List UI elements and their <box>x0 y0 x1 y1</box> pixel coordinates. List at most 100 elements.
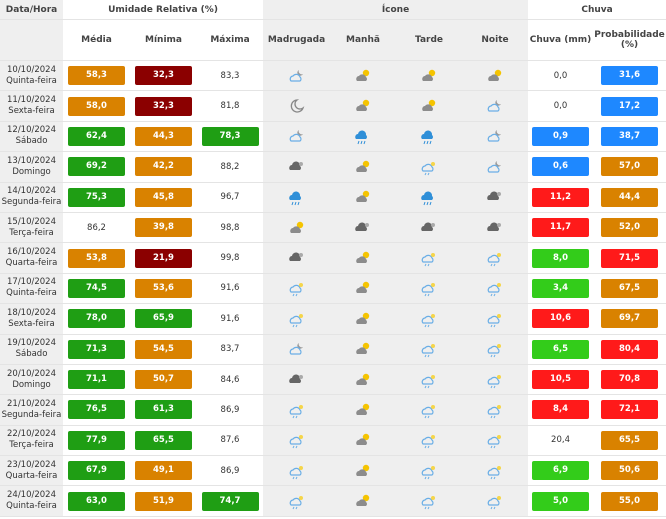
weather-icon <box>487 100 501 112</box>
value: 69,7 <box>601 309 659 329</box>
value-cell: 88,2 <box>197 151 263 183</box>
weather-icon <box>421 191 433 206</box>
date: 16/10/2024 <box>7 247 56 258</box>
value: 0,6 <box>532 157 590 177</box>
weather-icon <box>422 69 436 81</box>
value: 39,8 <box>135 218 192 238</box>
forecast-row: 18/10/2024 Sexta-feira 78,0 65,9 91,6 10,6 69,… <box>0 303 666 335</box>
icon-cell <box>263 455 330 487</box>
value: 99,8 <box>220 253 240 264</box>
value: 86,2 <box>87 222 106 233</box>
date: 13/10/2024 <box>7 155 56 166</box>
weather-icon <box>289 343 303 355</box>
weather-icon <box>289 404 303 419</box>
weather-icon <box>289 465 303 479</box>
value-cell: 81,8 <box>197 90 263 122</box>
weather-icon <box>421 253 435 267</box>
weather-icon <box>487 435 501 449</box>
icon-cell <box>263 60 330 92</box>
weather-icon <box>288 374 303 383</box>
icon-cell <box>330 212 396 244</box>
value: 83,7 <box>220 344 240 355</box>
weekday: Segunda-feira <box>1 197 62 208</box>
value: 74,5 <box>68 278 125 298</box>
icon-cell <box>462 60 529 92</box>
weather-icon <box>487 253 501 267</box>
icon-cell <box>263 212 330 244</box>
value-cell: 86,2 <box>63 212 130 244</box>
icon-cell <box>263 90 330 122</box>
value-cell: 0,6 <box>528 151 594 183</box>
weekday: Quinta-feira <box>6 75 57 86</box>
date-cell: 24/10/2024 Quinta-feira <box>0 485 63 517</box>
value-cell: 65,9 <box>130 303 197 335</box>
weather-icon <box>487 465 501 479</box>
icon-cell <box>396 182 462 213</box>
value: 71,3 <box>68 339 125 359</box>
weather-icon <box>288 191 301 206</box>
icon-cell <box>263 485 330 517</box>
weather-icon <box>421 465 435 479</box>
weather-icon <box>289 313 303 328</box>
column-header: Média <box>63 19 130 61</box>
value: 51,9 <box>135 491 192 511</box>
value: 87,6 <box>220 435 240 446</box>
value-cell: 87,6 <box>197 425 263 457</box>
weather-icon <box>487 130 501 143</box>
value: 57,0 <box>601 157 659 177</box>
weather-icon <box>422 99 436 112</box>
value: 86,9 <box>220 465 240 476</box>
value: 78,3 <box>201 126 259 146</box>
icon-cell <box>263 364 330 396</box>
value-cell: 96,7 <box>197 182 263 213</box>
value: 5,0 <box>532 491 590 511</box>
value-cell: 98,8 <box>197 212 263 244</box>
value: 44,4 <box>601 187 659 207</box>
weekday: Domingo <box>12 166 51 177</box>
weather-icon <box>289 435 303 449</box>
icon-cell <box>462 121 529 153</box>
date-cell: 20/10/2024 Domingo <box>0 364 63 396</box>
value-cell: 45,8 <box>130 182 197 213</box>
value-cell: 5,0 <box>528 485 594 517</box>
value: 6,5 <box>532 339 590 359</box>
date-cell: 19/10/2024 Sábado <box>0 334 63 365</box>
value-cell: 42,2 <box>130 151 197 183</box>
icon-cell <box>330 151 396 183</box>
value-cell: 0,0 <box>528 60 594 92</box>
weather-icon <box>356 464 370 476</box>
date-cell: 16/10/2024 Quarta-feira <box>0 242 63 274</box>
value: 10,5 <box>532 370 590 390</box>
value-cell: 71,3 <box>63 334 130 365</box>
weekday: Sexta-feira <box>8 318 55 329</box>
value-cell: 0,9 <box>528 121 594 153</box>
icon-cell <box>462 273 529 305</box>
value: 0,0 <box>553 70 568 81</box>
value-cell: 55,0 <box>593 485 666 517</box>
value: 32,3 <box>135 96 192 116</box>
value: 86,9 <box>220 404 240 415</box>
icon-cell <box>330 485 396 517</box>
forecast-row: 22/10/2024 Terça-feira 77,9 65,5 87,6 20,4 65,… <box>0 425 666 457</box>
value: 58,3 <box>68 66 125 86</box>
value: 67,9 <box>68 461 125 481</box>
forecast-row: 16/10/2024 Quarta-feira 53,8 21,9 99,8 8,0 71,… <box>0 242 666 274</box>
weather-icon <box>421 222 435 231</box>
weather-icon <box>356 69 370 81</box>
date: 17/10/2024 <box>7 277 56 288</box>
icon-cell <box>263 242 330 274</box>
value: 98,8 <box>220 222 240 233</box>
value-cell: 17,2 <box>593 90 666 122</box>
value-cell: 10,5 <box>528 364 594 396</box>
weather-icon <box>356 282 370 294</box>
weekday: Sexta-feira <box>8 106 55 117</box>
value: 65,5 <box>135 430 192 450</box>
icon-cell <box>396 485 462 517</box>
date: 14/10/2024 <box>7 186 56 197</box>
value-cell: 58,3 <box>63 60 130 92</box>
value-cell: 38,7 <box>593 121 666 153</box>
icon-cell <box>462 212 529 244</box>
value: 70,8 <box>601 370 659 390</box>
value: 58,0 <box>68 96 125 116</box>
icon-cell <box>462 151 529 183</box>
